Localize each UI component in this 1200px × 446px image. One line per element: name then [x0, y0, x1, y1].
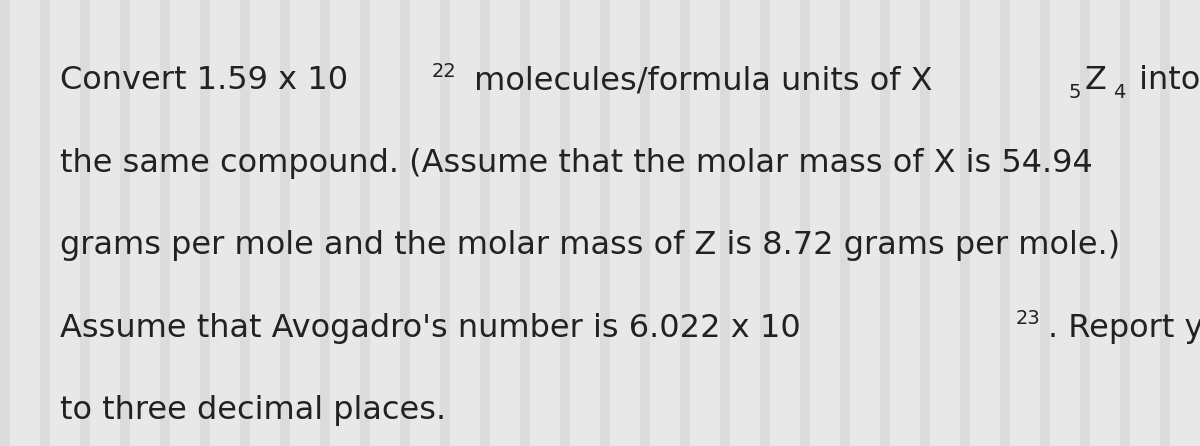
Bar	[760, 0, 770, 446]
Bar	[200, 0, 210, 446]
Bar	[520, 0, 530, 446]
Text: Convert 1.59 x 10: Convert 1.59 x 10	[60, 65, 348, 96]
Bar	[1180, 0, 1190, 446]
Bar	[720, 0, 730, 446]
Bar	[1160, 0, 1170, 446]
Bar	[320, 0, 330, 446]
Bar	[620, 0, 630, 446]
Bar	[80, 0, 90, 446]
Bar	[120, 0, 130, 446]
Bar	[700, 0, 710, 446]
Bar	[680, 0, 690, 446]
Bar	[840, 0, 850, 446]
Bar	[1120, 0, 1130, 446]
Bar	[380, 0, 390, 446]
Bar	[920, 0, 930, 446]
Bar	[1060, 0, 1070, 446]
Bar	[220, 0, 230, 446]
Bar	[740, 0, 750, 446]
Bar	[660, 0, 670, 446]
Bar	[60, 0, 70, 446]
Bar	[480, 0, 490, 446]
Text: 4: 4	[1112, 83, 1124, 102]
Text: . Report your answer: . Report your answer	[1048, 313, 1200, 344]
Bar	[800, 0, 810, 446]
Bar	[140, 0, 150, 446]
Bar	[540, 0, 550, 446]
Bar	[440, 0, 450, 446]
Bar	[1000, 0, 1010, 446]
Bar	[640, 0, 650, 446]
Bar	[300, 0, 310, 446]
Text: into grams of: into grams of	[1128, 65, 1200, 96]
Bar	[580, 0, 590, 446]
Text: the same compound. (Assume that the molar mass of X is 54.94: the same compound. (Assume that the mola…	[60, 148, 1093, 179]
Bar	[460, 0, 470, 446]
Text: 5: 5	[1068, 83, 1081, 102]
Bar	[1100, 0, 1110, 446]
Text: grams per mole and the molar mass of Z is 8.72 grams per mole.): grams per mole and the molar mass of Z i…	[60, 230, 1120, 261]
Bar	[780, 0, 790, 446]
Bar	[880, 0, 890, 446]
Text: 22: 22	[432, 62, 456, 81]
Bar	[600, 0, 610, 446]
Bar	[180, 0, 190, 446]
Bar	[260, 0, 270, 446]
Bar	[20, 0, 30, 446]
Bar	[1020, 0, 1030, 446]
Bar	[940, 0, 950, 446]
Bar	[420, 0, 430, 446]
Bar	[960, 0, 970, 446]
Bar	[500, 0, 510, 446]
Bar	[40, 0, 50, 446]
Bar	[240, 0, 250, 446]
Text: to three decimal places.: to three decimal places.	[60, 395, 446, 426]
Bar	[360, 0, 370, 446]
Bar	[340, 0, 350, 446]
Bar	[400, 0, 410, 446]
Bar	[980, 0, 990, 446]
Bar	[900, 0, 910, 446]
Text: Z: Z	[1085, 65, 1106, 96]
Bar	[820, 0, 830, 446]
Bar	[560, 0, 570, 446]
Text: Assume that Avogadro's number is 6.022 x 10: Assume that Avogadro's number is 6.022 x…	[60, 313, 800, 344]
Bar	[0, 0, 10, 446]
Bar	[1140, 0, 1150, 446]
Text: 23: 23	[1016, 309, 1040, 328]
Bar	[1040, 0, 1050, 446]
Bar	[860, 0, 870, 446]
Bar	[160, 0, 170, 446]
Text: molecules/formula units of X: molecules/formula units of X	[463, 65, 932, 96]
Bar	[1080, 0, 1090, 446]
Bar	[280, 0, 290, 446]
Bar	[100, 0, 110, 446]
